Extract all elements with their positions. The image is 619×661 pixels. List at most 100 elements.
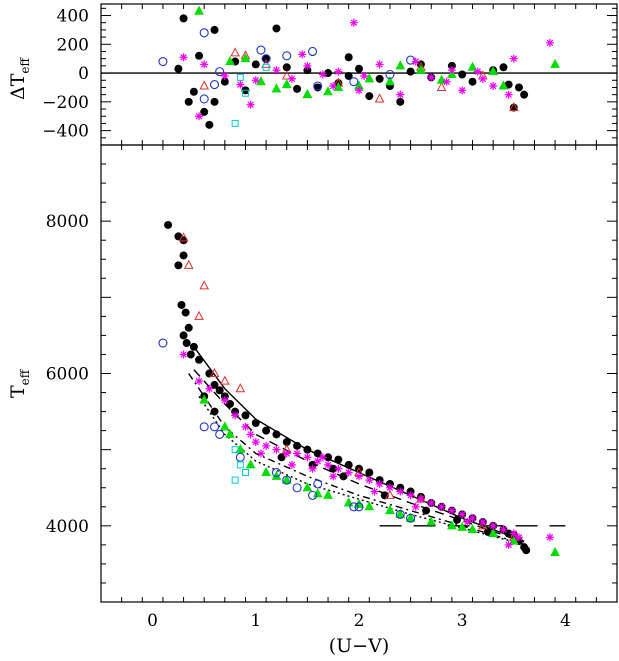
bottom-point-filled-circle: [164, 220, 173, 229]
bottom-point-asterisk: [406, 491, 415, 500]
bottom-point-open-circle: [235, 452, 245, 462]
top-point-asterisk: [447, 66, 456, 75]
bottom-point-asterisk: [318, 453, 327, 462]
top-point-filled-circle: [509, 103, 518, 112]
top-point-filled-circle: [355, 64, 363, 73]
bottom-point-open-circle: [308, 490, 318, 500]
top-point-filled-triangle: [333, 81, 344, 91]
top-point-open-circle: [385, 69, 395, 80]
bottom-point-filled-circle: [365, 468, 374, 477]
top-y-tick-label: 400: [57, 7, 89, 27]
bottom-point-asterisk: [329, 472, 338, 481]
bottom-point-open-circle: [406, 513, 416, 523]
bottom-point-asterisk: [293, 449, 302, 458]
bottom-point-filled-circle: [174, 261, 183, 270]
top-point-asterisk: [298, 50, 307, 59]
top-point-filled-triangle: [271, 83, 282, 93]
top-point-filled-circle: [344, 71, 353, 80]
top-point-open-circle: [199, 94, 209, 104]
top-point-open-triangle: [508, 102, 519, 112]
bottom-point-open-triangle: [235, 383, 246, 393]
top-point-open-triangle: [230, 47, 240, 57]
bottom-point-open-triangle: [199, 280, 210, 290]
top-point-filled-triangle: [194, 5, 204, 15]
top-tick-layer: −400 −200 0 200 400: [42, 4, 618, 146]
bottom-point-asterisk: [231, 411, 240, 420]
top-point-filled-circle: [262, 54, 271, 63]
top-point-filled-circle: [220, 77, 229, 86]
bottom-point-open-triangle: [194, 310, 204, 320]
bottom-point-asterisk: [195, 377, 204, 386]
bottom-point-filled-triangle: [199, 394, 210, 404]
top-point-filled-circle: [184, 97, 193, 106]
bottom-point-filled-circle: [422, 506, 431, 515]
bottom-point-open-circle: [271, 467, 281, 478]
top-point-filled-triangle: [225, 55, 235, 66]
top-point-open-square: [241, 89, 249, 97]
top-point-filled-circle: [195, 51, 204, 60]
bottom-point-filled-triangle: [395, 508, 406, 518]
bottom-point-asterisk: [246, 430, 255, 439]
top-point-open-square: [262, 63, 270, 71]
top-point-filled-triangle: [385, 76, 395, 86]
top-point-filled-circle: [520, 90, 529, 99]
top-panel: −400 −200 0 200 400 ΔTeff: [7, 3, 618, 146]
top-point-open-circle: [282, 51, 292, 61]
top-point-asterisk: [272, 66, 281, 75]
bottom-point-asterisk: [463, 518, 472, 527]
bottom-point-filled-triangle: [261, 466, 271, 477]
top-point-filled-triangle: [323, 86, 333, 96]
bottom-point-filled-circle: [324, 453, 333, 462]
bottom-point-asterisk: [447, 506, 456, 515]
bottom-point-open-triangle: [209, 367, 220, 377]
bottom-point-open-triangle: [220, 375, 230, 385]
bottom-point-filled-circle: [262, 426, 271, 435]
bottom-point-filled-triangle: [457, 521, 468, 531]
bottom-point-filled-triangle: [447, 520, 457, 530]
model-curve-solid: [193, 346, 525, 542]
top-plot-frame: [100, 3, 618, 146]
top-y-tick-label: 0: [78, 64, 89, 84]
bottom-point-open-triangle: [183, 259, 194, 269]
bottom-point-open-triangle: [385, 489, 395, 499]
top-point-filled-triangle: [467, 61, 478, 71]
top-point-open-circle: [256, 45, 266, 55]
bottom-point-filled-circle: [181, 308, 190, 317]
top-point-asterisk: [200, 60, 209, 69]
top-point-filled-circle: [174, 64, 183, 73]
bottom-point-filled-circle: [282, 438, 291, 447]
bottom-point-asterisk: [334, 464, 343, 473]
top-point-open-circle: [261, 54, 271, 64]
top-point-filled-circle: [179, 14, 188, 23]
bottom-point-asterisk: [514, 533, 523, 542]
top-point-asterisk: [489, 82, 498, 91]
bottom-point-open-circle: [354, 502, 364, 512]
bottom-point-filled-triangle: [281, 474, 292, 484]
bottom-point-filled-triangle: [467, 524, 478, 534]
top-point-filled-triangle: [395, 60, 406, 70]
bottom-point-filled-circle: [189, 342, 198, 351]
top-point-filled-circle: [375, 74, 384, 83]
bottom-point-open-triangle: [178, 232, 189, 242]
bottom-point-asterisk: [179, 350, 188, 359]
bottom-point-filled-circle: [303, 445, 312, 454]
bottom-point-asterisk: [287, 460, 296, 469]
top-y-tick-label: −200: [42, 93, 89, 113]
bottom-point-filled-circle: [293, 441, 302, 450]
top-point-asterisk: [251, 76, 260, 85]
top-point-asterisk: [246, 100, 255, 109]
bottom-point-asterisk: [468, 514, 477, 523]
bottom-point-asterisk: [324, 460, 333, 469]
bottom-point-filled-circle: [179, 251, 188, 260]
bottom-point-filled-circle: [186, 350, 195, 359]
top-data-layer: [101, 5, 617, 129]
bottom-point-filled-circle: [179, 331, 188, 340]
bottom-point-filled-triangle: [385, 505, 395, 515]
bottom-point-open-circle: [209, 422, 220, 432]
x-tick-label: 0: [147, 611, 158, 631]
top-point-asterisk: [355, 86, 363, 95]
bottom-point-asterisk: [355, 472, 363, 481]
top-point-open-square: [231, 119, 239, 127]
bottom-point-asterisk: [313, 457, 322, 466]
bottom-point-open-triangle: [478, 520, 488, 530]
